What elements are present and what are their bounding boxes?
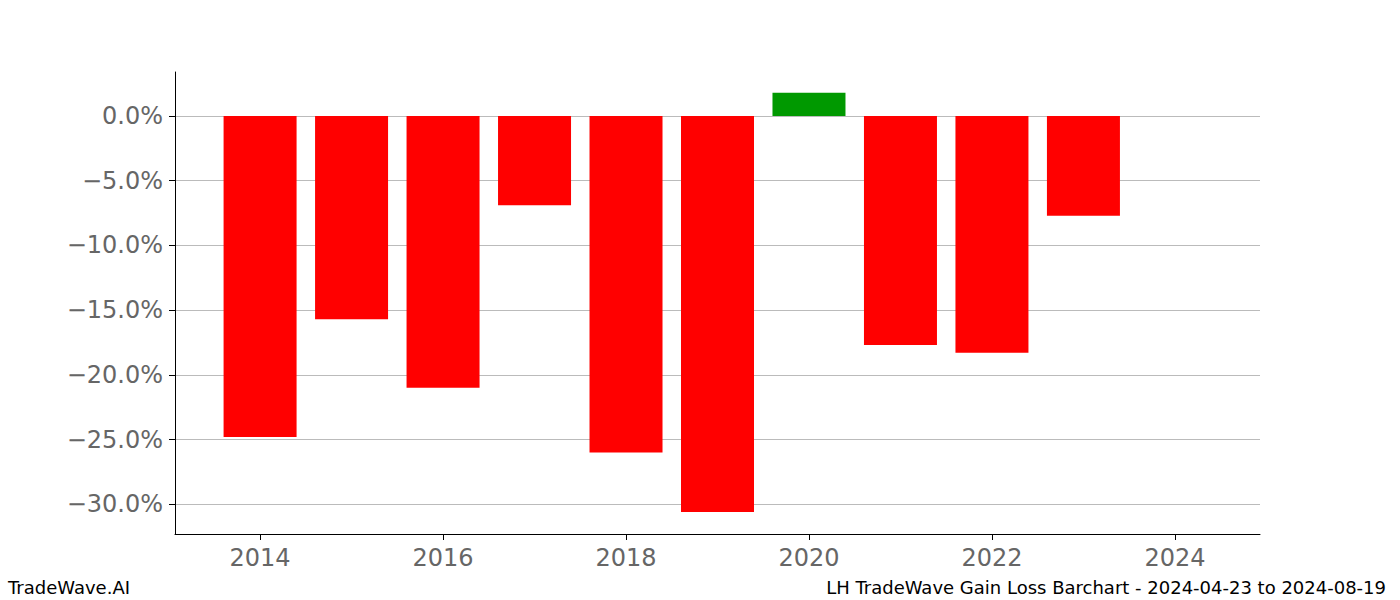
svg-text:2016: 2016 bbox=[413, 544, 474, 572]
svg-text:2022: 2022 bbox=[961, 544, 1022, 572]
svg-text:2018: 2018 bbox=[595, 544, 656, 572]
svg-text:2014: 2014 bbox=[230, 544, 291, 572]
svg-text:TradeWave.AI: TradeWave.AI bbox=[7, 577, 130, 598]
svg-text:−5.0%: −5.0% bbox=[82, 167, 163, 195]
svg-text:−30.0%: −30.0% bbox=[67, 490, 163, 518]
svg-text:−25.0%: −25.0% bbox=[67, 426, 163, 454]
svg-text:2020: 2020 bbox=[778, 544, 839, 572]
svg-text:2024: 2024 bbox=[1144, 544, 1205, 572]
svg-text:LH TradeWave Gain Loss Barchar: LH TradeWave Gain Loss Barchart - 2024-0… bbox=[826, 577, 1386, 598]
svg-text:−10.0%: −10.0% bbox=[67, 231, 163, 259]
svg-text:0.0%: 0.0% bbox=[102, 102, 163, 130]
svg-text:−15.0%: −15.0% bbox=[67, 296, 163, 324]
svg-text:−20.0%: −20.0% bbox=[67, 361, 163, 389]
